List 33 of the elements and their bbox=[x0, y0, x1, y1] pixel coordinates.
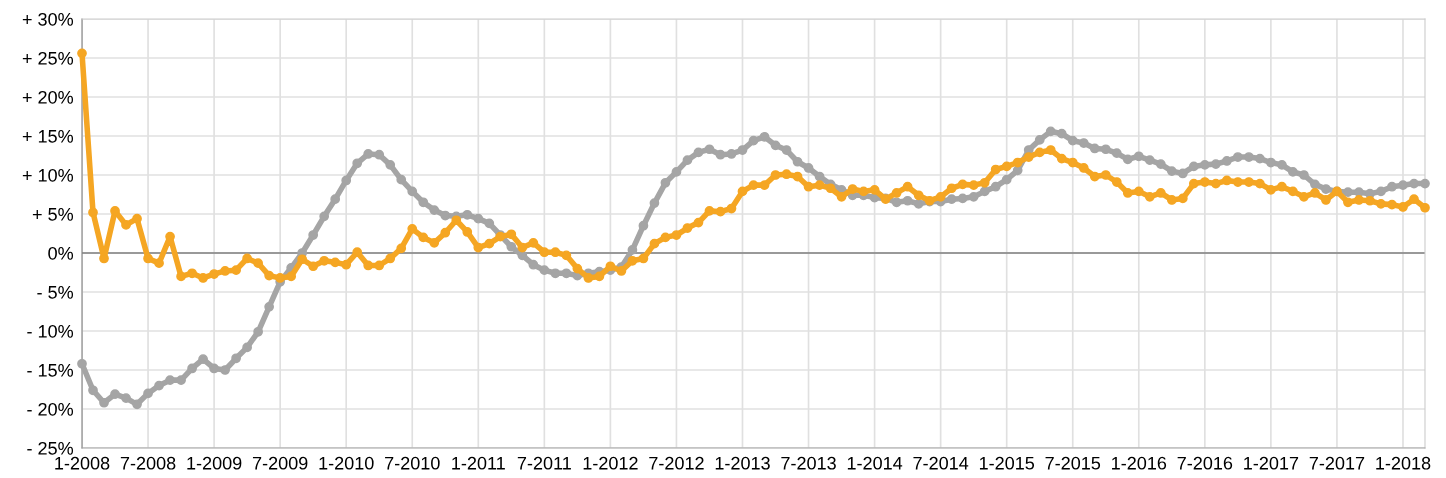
x-tick-label: 7-2008 bbox=[120, 456, 176, 470]
x-tick-label: 1-2016 bbox=[1112, 456, 1167, 470]
x-tick-label: 1-2011 bbox=[452, 456, 505, 470]
x-tick-label: 7-2011 bbox=[517, 456, 571, 470]
y-tick-label: - 15% bbox=[27, 364, 74, 377]
x-tick-label: 7-2010 bbox=[385, 456, 440, 470]
x-tick-label: 7-2012 bbox=[649, 456, 704, 470]
x-tick-label: 1-2010 bbox=[319, 456, 374, 470]
y-tick-label: - 5% bbox=[37, 286, 74, 299]
y-tick-label: + 15% bbox=[22, 130, 74, 143]
x-tick-label: 7-2017 bbox=[1309, 456, 1365, 470]
y-tick-label: + 10% bbox=[22, 168, 74, 182]
x-tick-label: 1-2014 bbox=[847, 456, 903, 470]
x-tick-label: 7-2013 bbox=[781, 456, 836, 470]
x-tick-label: 1-2008 bbox=[55, 456, 110, 470]
x-tick-label: 1-2009 bbox=[187, 456, 242, 470]
y-tick-label: + 30% bbox=[22, 12, 74, 26]
x-tick-label: 1-2015 bbox=[979, 456, 1035, 470]
x-tick-label: 1-2017 bbox=[1244, 456, 1299, 470]
x-tick-label: 7-2015 bbox=[1045, 456, 1101, 470]
x-tick-label: 1-2018 bbox=[1376, 456, 1431, 470]
x-tick-label: 1-2012 bbox=[583, 456, 638, 470]
x-tick-label: 1-2013 bbox=[715, 456, 770, 470]
y-tick-label: + 5% bbox=[32, 208, 74, 221]
y-tick-label: - 25% bbox=[27, 441, 74, 455]
y-tick-label: + 20% bbox=[22, 90, 74, 104]
x-tick-label: 7-2014 bbox=[913, 456, 969, 470]
x-tick-label: 7-2016 bbox=[1177, 456, 1233, 470]
x-tick-label: 7-2009 bbox=[252, 456, 308, 470]
y-tick-label: 0% bbox=[48, 246, 74, 260]
y-tick-label: - 20% bbox=[27, 402, 74, 416]
y-tick-label: - 10% bbox=[27, 324, 74, 338]
y-tick-label: + 25% bbox=[22, 51, 74, 65]
